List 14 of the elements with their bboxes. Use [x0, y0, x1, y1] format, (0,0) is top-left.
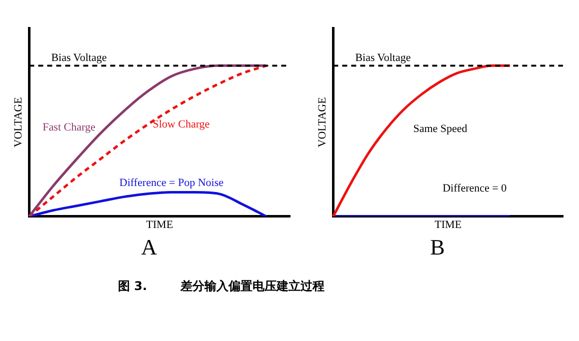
text: Difference = 0	[442, 182, 508, 194]
x-axis-title: TIME	[146, 218, 174, 231]
series-label: Difference = Pop Noise	[119, 177, 224, 190]
text: A	[141, 234, 158, 260]
series-label: Fast Charge	[42, 121, 96, 134]
y-axis-title: VOLTAGE	[12, 96, 24, 148]
series-label: Same Speed	[413, 122, 468, 135]
y-axis-title: VOLTAGE	[316, 96, 328, 148]
series-label: Slow Charge	[152, 118, 210, 130]
ref-line-label: Bias Voltage	[51, 52, 107, 64]
x-axis-title: TIME	[434, 218, 462, 231]
ref-line-label: Bias Voltage	[355, 52, 411, 64]
text: B	[430, 234, 445, 260]
caption: 图 3. 差分输入偏置电压建立过程	[117, 278, 326, 295]
